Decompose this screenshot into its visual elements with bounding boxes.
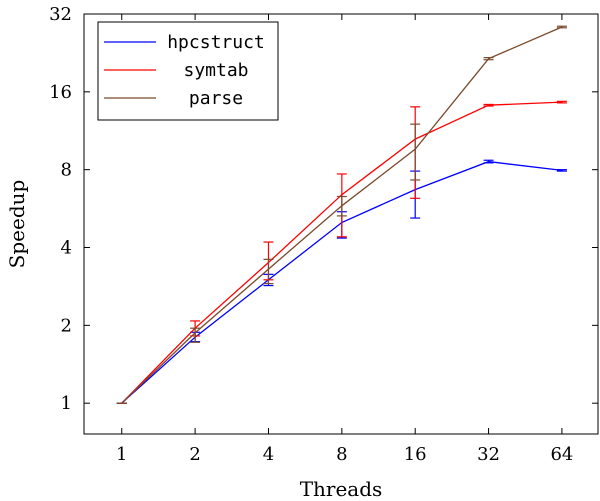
x-tick-label: 2 xyxy=(189,444,200,465)
y-tick-label: 8 xyxy=(61,160,72,181)
series-symtab xyxy=(116,100,567,404)
series-layer xyxy=(116,25,567,404)
series-parse xyxy=(116,25,567,404)
x-tick-label: 1 xyxy=(116,444,127,465)
plot-frame xyxy=(83,13,599,435)
x-axis-ticks: 1 2 4 8 16 32 64 xyxy=(116,14,573,465)
series-line-symtab xyxy=(121,101,562,404)
x-tick-label: 8 xyxy=(336,444,347,465)
x-tick-label: 4 xyxy=(263,444,274,465)
y-tick-label: 1 xyxy=(61,393,72,414)
x-tick-label: 32 xyxy=(477,444,500,465)
legend-box xyxy=(97,21,279,121)
legend-label-symtab: symtab xyxy=(183,60,248,81)
x-tick-label: 16 xyxy=(404,444,427,465)
legend-label-hpcstruct: hpcstruct xyxy=(167,32,265,53)
y-axis-title: Speedup xyxy=(5,180,29,269)
y-tick-label: 16 xyxy=(49,82,72,103)
y-tick-label: 32 xyxy=(49,4,72,25)
y-tick-label: 4 xyxy=(61,238,72,259)
y-tick-label: 2 xyxy=(61,315,72,336)
x-tick-label: 64 xyxy=(550,444,573,465)
legend: hpcstruct symtab parse xyxy=(97,21,279,121)
x-axis-title: Threads xyxy=(300,477,383,501)
y-axis-ticks: 1 2 4 8 16 32 xyxy=(49,4,598,414)
legend-label-parse: parse xyxy=(189,88,243,109)
